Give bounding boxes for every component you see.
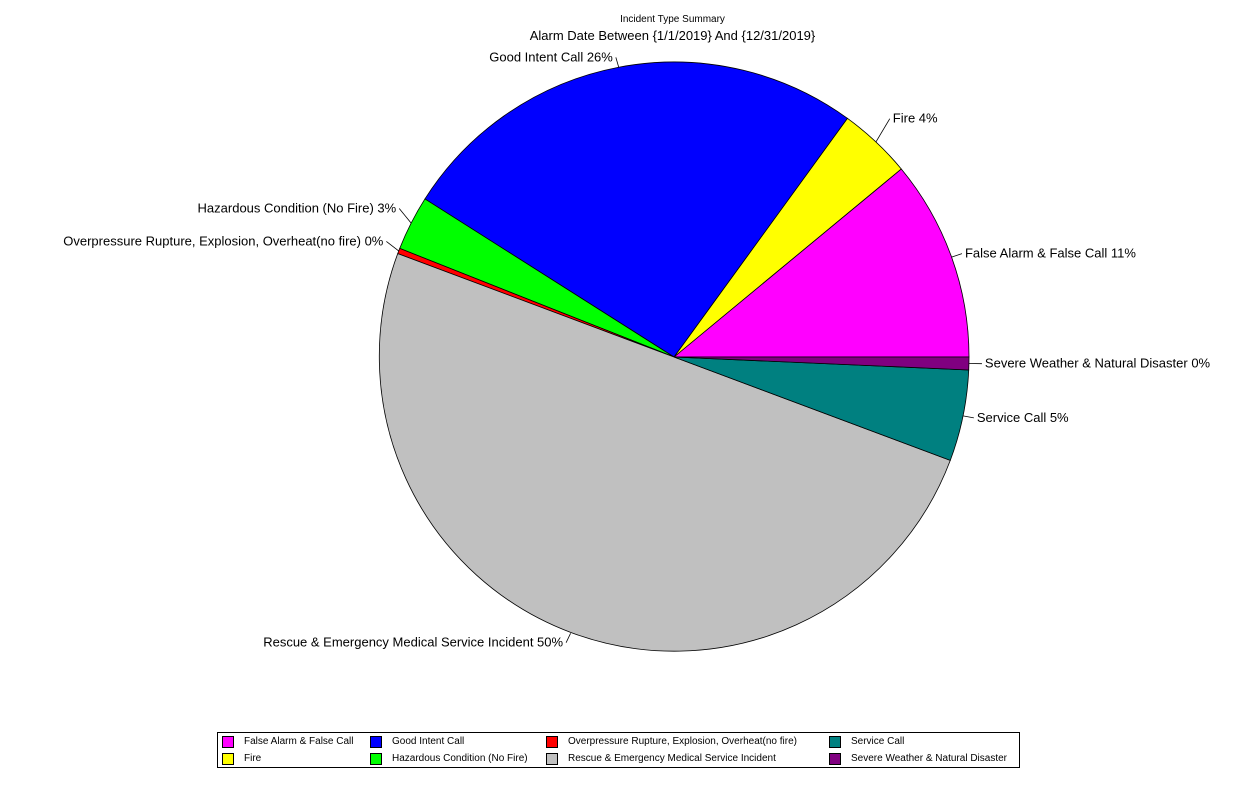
- pie-slice-rescue-emergency-medical-service-incident: [378, 253, 951, 652]
- legend-swatch: [370, 753, 382, 765]
- slice-label-fire: Fire 4%: [893, 111, 938, 126]
- legend-swatch: [222, 736, 234, 748]
- chart-title: Incident Type Summary: [620, 14, 725, 25]
- legend-swatch: [546, 753, 558, 765]
- legend-swatch: [222, 753, 234, 765]
- legend-label: Hazardous Condition (No Fire): [392, 753, 528, 764]
- leader-line-fire: [875, 118, 891, 143]
- slice-label-hazardous-condition-no-fire: Hazardous Condition (No Fire) 3%: [198, 201, 397, 216]
- leader-line-service-call: [962, 415, 974, 419]
- legend-label: False Alarm & False Call: [244, 736, 354, 747]
- pie-chart: False Alarm & False Call 11% Fire 4% Good …: [63, 49, 1211, 652]
- legend-label: Overpressure Rupture, Explosion, Overhea…: [568, 736, 797, 747]
- leader-line-overpressure-rupture-explosion-overheat-no-fire: [386, 241, 399, 252]
- pie-slice-false-alarm-false-call: [672, 168, 970, 358]
- legend-swatch: [546, 736, 558, 748]
- leader-line-false-alarm-false-call: [951, 253, 963, 258]
- slice-label-good-intent-call: Good Intent Call 26%: [489, 49, 613, 64]
- leader-line-hazardous-condition-no-fire: [398, 208, 412, 224]
- legend-swatch: [829, 736, 841, 748]
- legend-swatch: [370, 736, 382, 748]
- slice-label-severe-weather-natural-disaster: Severe Weather & Natural Disaster 0%: [985, 356, 1211, 371]
- leader-line-good-intent-call: [615, 57, 620, 68]
- leader-line-rescue-emergency-medical-service-incident: [565, 633, 571, 643]
- slice-label-rescue-emergency-medical-service-incident: Rescue & Emergency Medical Service Incid…: [263, 635, 563, 650]
- chart-legend: False Alarm & False Call Fire Good Intent …: [217, 732, 1020, 768]
- slice-label-overpressure-rupture-explosion-overheat-no-fire: Overpressure Rupture, Explosion, Overhea…: [63, 233, 384, 248]
- slice-label-service-call: Service Call 5%: [977, 410, 1069, 425]
- legend-label: Service Call: [851, 736, 905, 747]
- pie-slice-severe-weather-natural-disaster: [673, 356, 970, 371]
- legend-label: Severe Weather & Natural Disaster: [851, 753, 1007, 764]
- legend-label: Fire: [244, 753, 262, 764]
- legend-swatch: [829, 753, 841, 765]
- legend-label: Rescue & Emergency Medical Service Incid…: [568, 753, 776, 764]
- legend-label: Good Intent Call: [392, 736, 465, 747]
- slice-label-false-alarm-false-call: False Alarm & False Call 11%: [965, 246, 1136, 261]
- chart-subtitle: Alarm Date Between {1/1/2019} And {12/31…: [529, 28, 816, 43]
